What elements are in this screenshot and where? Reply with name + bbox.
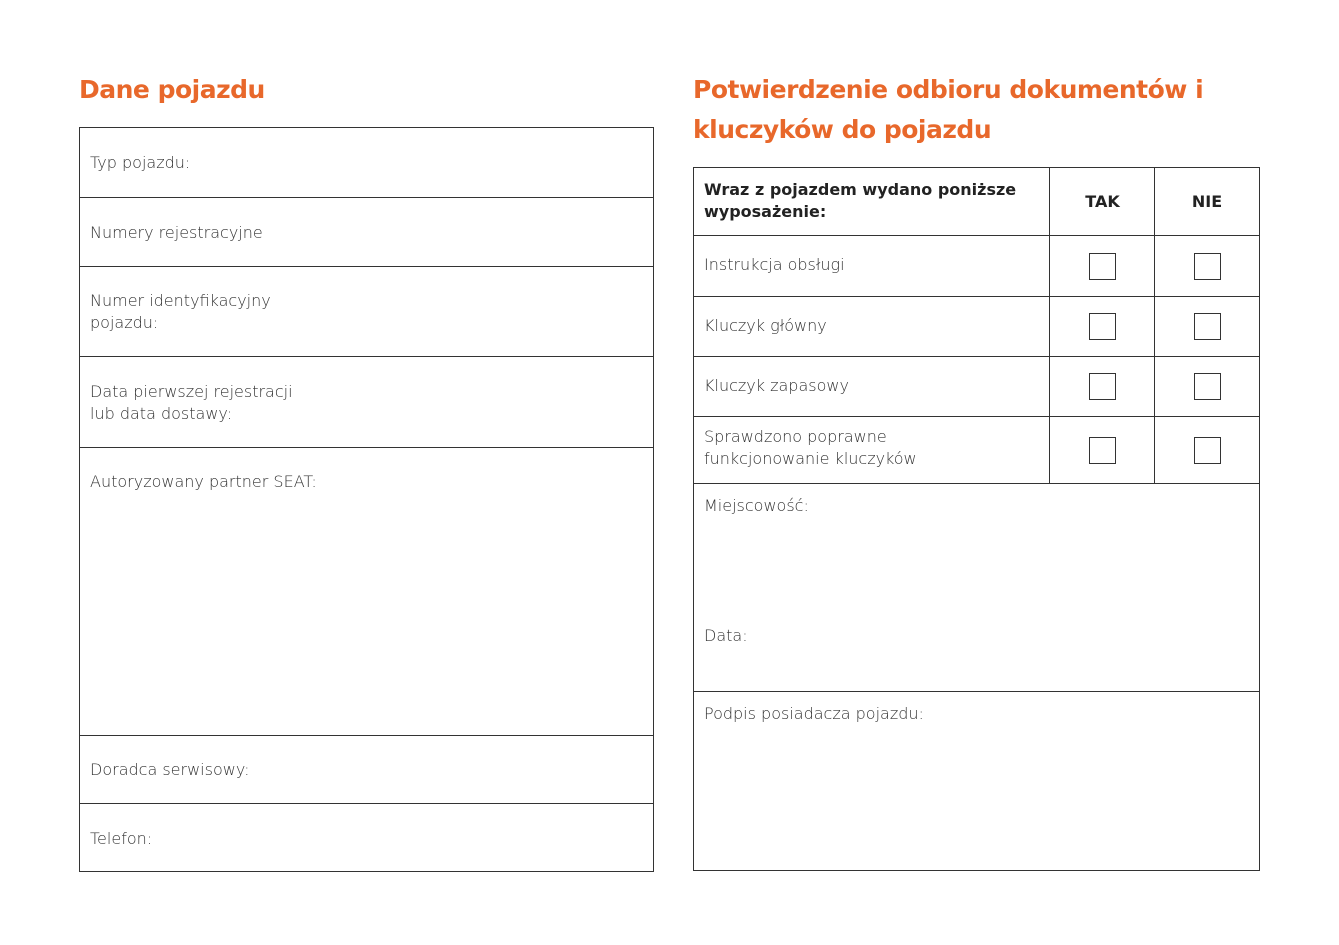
equipment-label: Instrukcja obsługi <box>704 255 845 274</box>
equipment-label: Sprawdzono poprawne funkcjonowanie klucz… <box>704 427 917 468</box>
equipment-row: Kluczyk główny <box>694 296 1259 356</box>
no-checkbox[interactable] <box>1193 252 1221 280</box>
equipment-header: Wraz z pojazdem wydano poniższe wyposaże… <box>704 180 1017 221</box>
yes-cell <box>1049 417 1155 483</box>
yes-cell <box>1049 297 1155 356</box>
no-checkbox[interactable] <box>1193 436 1221 464</box>
field-label: Autoryzowany partner SEAT: <box>90 472 317 491</box>
field-label: Telefon: <box>90 829 153 848</box>
yes-checkbox[interactable] <box>1089 373 1116 400</box>
no-cell <box>1154 357 1259 416</box>
field-label: Doradca serwisowy: <box>90 760 250 779</box>
vehicle-data-table: Typ pojazdu: Numery rejestracyjne Numer id… <box>79 127 654 872</box>
header-row: Wraz z pojazdem wydano poniższe wyposaże… <box>694 168 1259 235</box>
field-label: Numer identyfikacyjny pojazdu: <box>90 291 271 332</box>
signature-label: Podpis posiadacza pojazdu: <box>704 704 924 723</box>
vehicle-field-row[interactable]: Typ pojazdu: <box>80 128 653 197</box>
no-checkbox[interactable] <box>1193 313 1221 340</box>
place-date-row[interactable]: Miejscowość: Data: <box>694 483 1259 691</box>
field-label: Numery rejestracyjne <box>90 222 263 242</box>
confirmation-table: Wraz z pojazdem wydano poniższe wyposaże… <box>693 167 1260 871</box>
date-label: Data: <box>704 626 748 645</box>
yes-checkbox[interactable] <box>1089 436 1116 464</box>
vehicle-field-row[interactable]: Autoryzowany partner SEAT: <box>80 447 653 735</box>
equipment-row: Kluczyk zapasowy <box>694 356 1259 416</box>
yes-header: TAK <box>1049 168 1155 235</box>
confirmation-title: Potwierdzenie odbioru dokumentów i klucz… <box>693 75 1204 144</box>
field-label: Data pierwszej rejestracji lub data dost… <box>90 381 293 423</box>
no-header: NIE <box>1154 168 1259 235</box>
field-label: Typ pojazdu: <box>90 152 191 172</box>
no-cell <box>1154 297 1259 356</box>
yes-cell <box>1049 236 1155 296</box>
vehicle-field-row[interactable]: Doradca serwisowy: <box>80 735 653 803</box>
vehicle-field-row[interactable]: Numer identyfikacyjny pojazdu: <box>80 266 653 356</box>
yes-checkbox[interactable] <box>1089 313 1116 340</box>
vehicle-field-row[interactable]: Data pierwszej rejestracji lub data dost… <box>80 356 653 447</box>
vehicle-data-title: Dane pojazdu <box>79 75 265 104</box>
no-cell <box>1154 417 1259 483</box>
equipment-label: Kluczyk główny <box>704 316 827 335</box>
vehicle-field-row[interactable]: Numery rejestracyjne <box>80 197 653 266</box>
vehicle-field-row[interactable]: Telefon: <box>80 803 653 873</box>
equipment-row: Sprawdzono poprawne funkcjonowanie klucz… <box>694 416 1259 483</box>
no-checkbox[interactable] <box>1193 373 1221 400</box>
equipment-label: Kluczyk zapasowy <box>704 376 849 395</box>
equipment-row: Instrukcja obsługi <box>694 235 1259 296</box>
no-cell <box>1154 236 1259 296</box>
yes-cell <box>1049 357 1155 416</box>
yes-checkbox[interactable] <box>1089 252 1116 280</box>
place-label: Miejscowość: <box>704 496 809 515</box>
signature-row[interactable]: Podpis posiadacza pojazdu: <box>694 691 1259 871</box>
